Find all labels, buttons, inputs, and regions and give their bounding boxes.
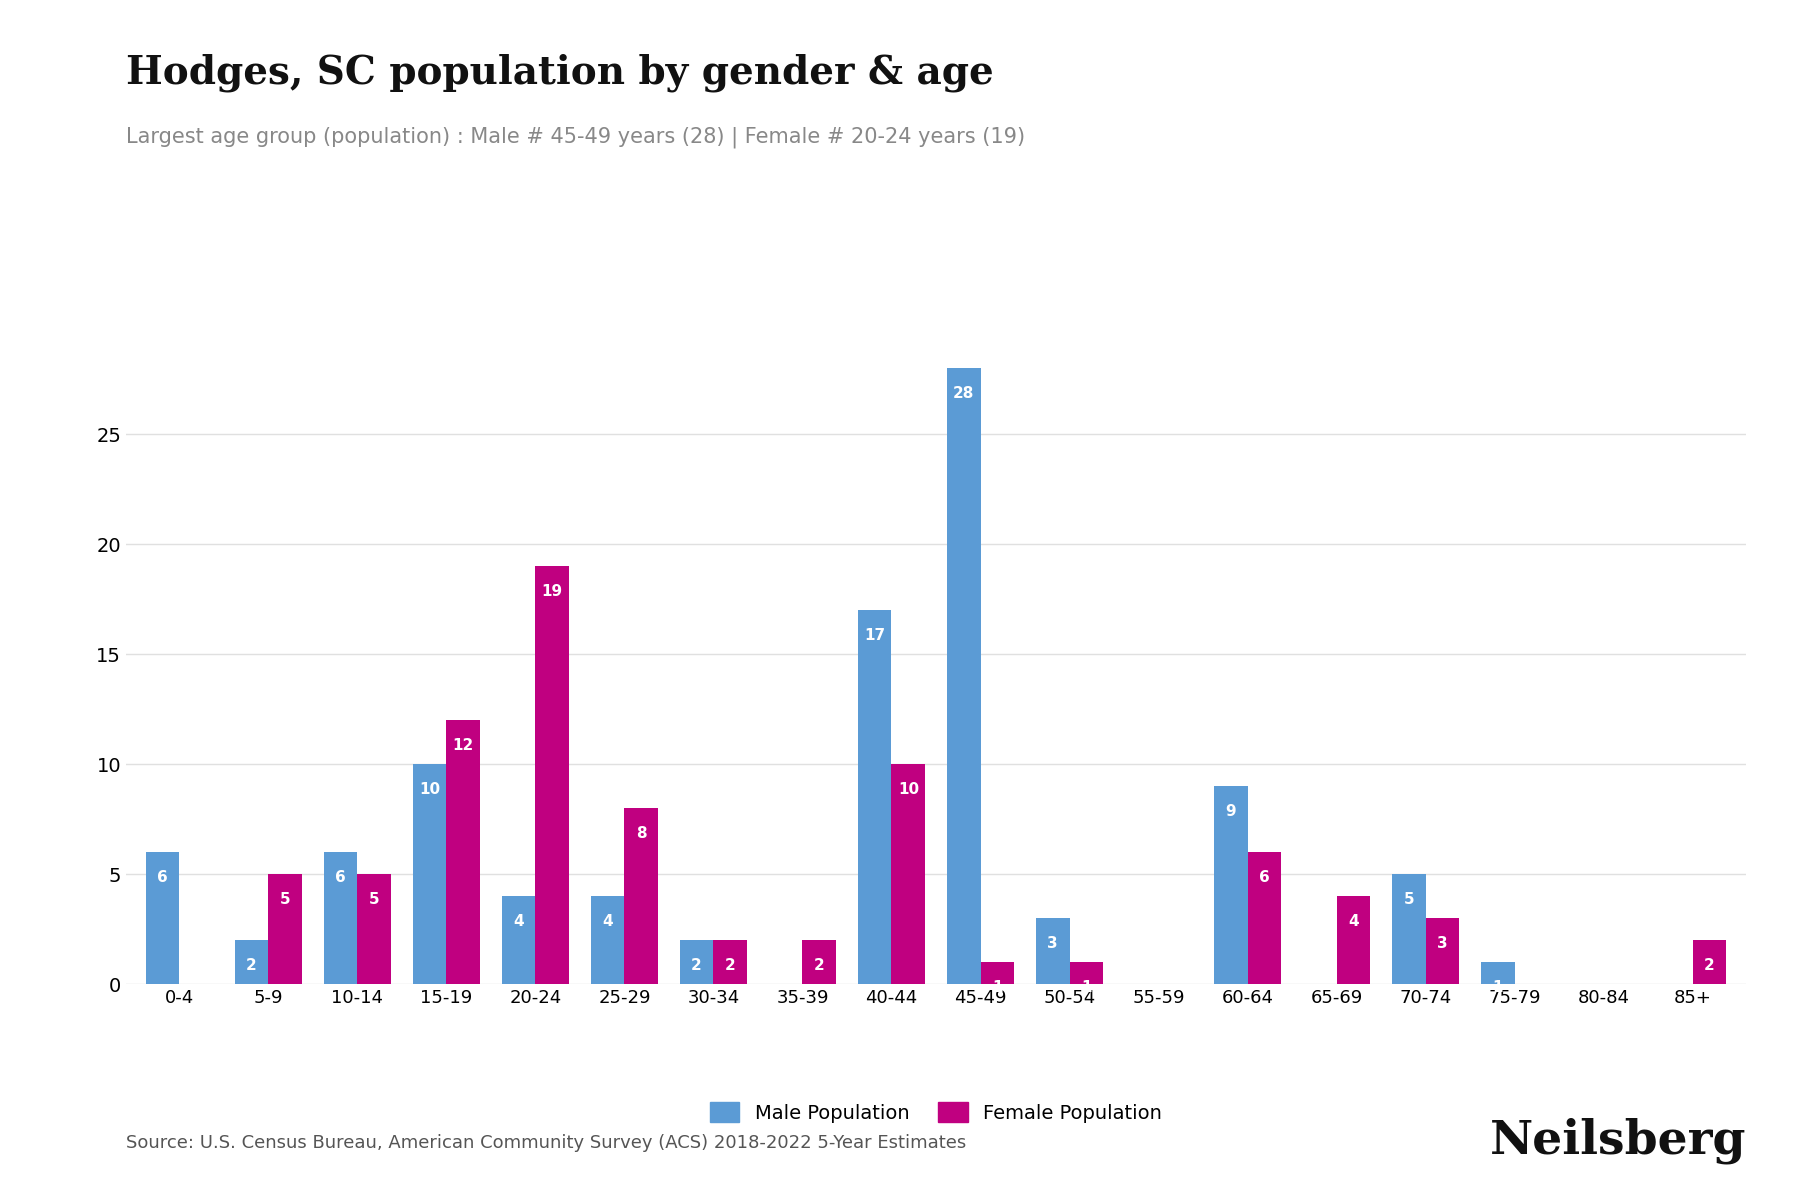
Bar — [1247, 852, 1282, 984]
Text: 10: 10 — [419, 781, 439, 797]
Text: 1: 1 — [1082, 979, 1091, 995]
Text: 5: 5 — [369, 892, 380, 907]
Text: Largest age group (population) : Male # 45-49 years (28) | Female # 20-24 years : Largest age group (population) : Male # … — [126, 126, 1026, 148]
Bar — [1692, 940, 1726, 984]
Bar — [1426, 918, 1460, 984]
Bar — [1391, 874, 1426, 984]
Bar — [680, 940, 713, 984]
Text: Neilsberg: Neilsberg — [1490, 1117, 1746, 1164]
Text: 9: 9 — [1226, 804, 1237, 818]
Text: 17: 17 — [864, 628, 886, 643]
Bar — [625, 808, 659, 984]
Bar — [1069, 962, 1103, 984]
Bar — [412, 764, 446, 984]
Text: 1: 1 — [1492, 979, 1503, 995]
Bar — [146, 852, 180, 984]
Text: 2: 2 — [1705, 958, 1715, 972]
Text: 6: 6 — [157, 870, 167, 884]
Text: 10: 10 — [898, 781, 920, 797]
Bar — [1481, 962, 1514, 984]
Bar — [857, 610, 891, 984]
Text: 3: 3 — [1436, 936, 1447, 950]
Text: 2: 2 — [814, 958, 824, 972]
Text: 1: 1 — [992, 979, 1003, 995]
Text: 3: 3 — [1048, 936, 1058, 950]
Text: Hodges, SC population by gender & age: Hodges, SC population by gender & age — [126, 54, 994, 92]
Text: 2: 2 — [247, 958, 257, 972]
Text: 5: 5 — [1404, 892, 1415, 907]
Bar — [268, 874, 302, 984]
Bar — [358, 874, 391, 984]
Bar — [234, 940, 268, 984]
Text: 2: 2 — [725, 958, 736, 972]
Bar — [1337, 896, 1370, 984]
Bar — [502, 896, 535, 984]
Text: 4: 4 — [603, 913, 612, 929]
Bar — [446, 720, 481, 984]
Bar — [947, 368, 981, 984]
Text: 12: 12 — [454, 738, 473, 752]
Text: 5: 5 — [281, 892, 290, 907]
Bar — [324, 852, 358, 984]
Text: 4: 4 — [1348, 913, 1359, 929]
Bar — [713, 940, 747, 984]
Bar — [803, 940, 837, 984]
Text: 6: 6 — [1258, 870, 1269, 884]
Bar — [535, 566, 569, 984]
Bar — [981, 962, 1015, 984]
Text: 4: 4 — [513, 913, 524, 929]
Legend: Male Population, Female Population: Male Population, Female Population — [700, 1093, 1172, 1133]
Text: 6: 6 — [335, 870, 346, 884]
Text: 2: 2 — [691, 958, 702, 972]
Text: 19: 19 — [542, 583, 563, 599]
Text: 28: 28 — [952, 385, 974, 401]
Bar — [590, 896, 625, 984]
Text: 8: 8 — [635, 826, 646, 840]
Bar — [891, 764, 925, 984]
Text: Source: U.S. Census Bureau, American Community Survey (ACS) 2018-2022 5-Year Est: Source: U.S. Census Bureau, American Com… — [126, 1134, 967, 1152]
Bar — [1035, 918, 1069, 984]
Bar — [1213, 786, 1247, 984]
